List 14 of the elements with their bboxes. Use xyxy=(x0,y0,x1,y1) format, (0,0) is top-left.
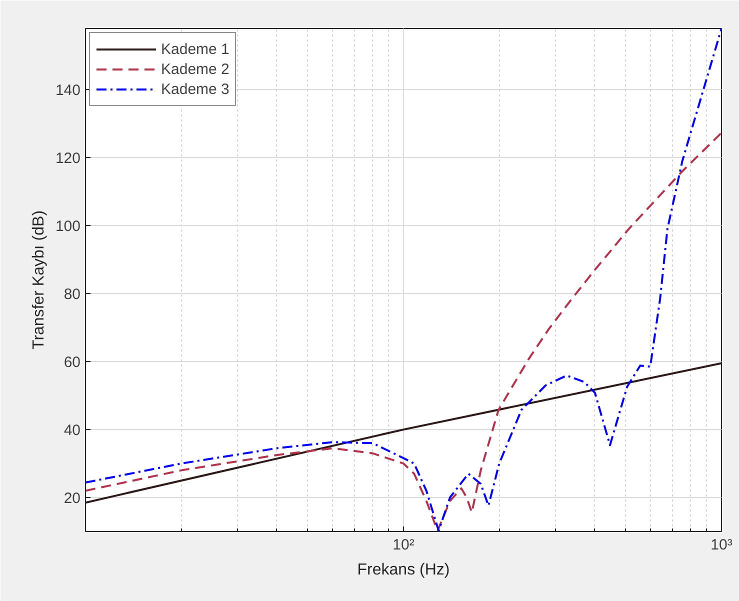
legend-label: Kademe 3 xyxy=(161,80,230,98)
y-tick-label: 100 xyxy=(55,218,81,236)
y-axis-title: Transfer Kaybı (dB) xyxy=(30,210,48,350)
y-tick-label: 140 xyxy=(55,82,81,100)
legend-label: Kademe 1 xyxy=(161,40,230,58)
x-axis-title: Frekans (Hz) xyxy=(357,562,450,578)
x-tick-label: 10³ xyxy=(710,536,732,554)
y-tick-label: 60 xyxy=(64,354,81,372)
y-tick-label: 120 xyxy=(55,150,81,168)
y-tick-label: 40 xyxy=(64,422,81,440)
legend-label: Kademe 2 xyxy=(161,60,230,78)
y-tick-label: 80 xyxy=(64,286,81,304)
y-tick-label: 20 xyxy=(64,490,81,508)
x-tick-label: 10² xyxy=(392,536,414,554)
